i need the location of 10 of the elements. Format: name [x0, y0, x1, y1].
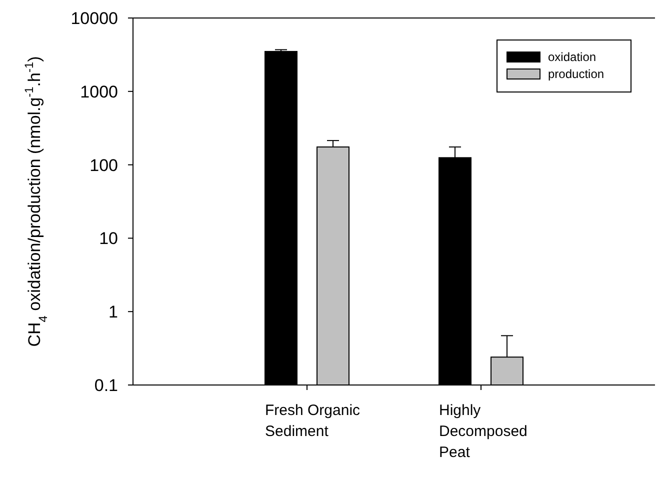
y-tick-label: 100	[90, 156, 118, 175]
y-tick-label: 10	[99, 229, 118, 248]
legend-label: oxidation	[548, 50, 596, 64]
x-tick-label: Highly Decomposed Peat	[439, 402, 528, 461]
x-tick-label: Fresh Organic Sediment	[265, 402, 361, 440]
y-tick-label: 10000	[70, 8, 118, 28]
y-tick-label: 1000	[80, 82, 118, 102]
y-tick-label: 0.1	[94, 376, 118, 395]
legend-label: production	[548, 67, 604, 81]
y-tick-label: 1	[108, 302, 118, 322]
